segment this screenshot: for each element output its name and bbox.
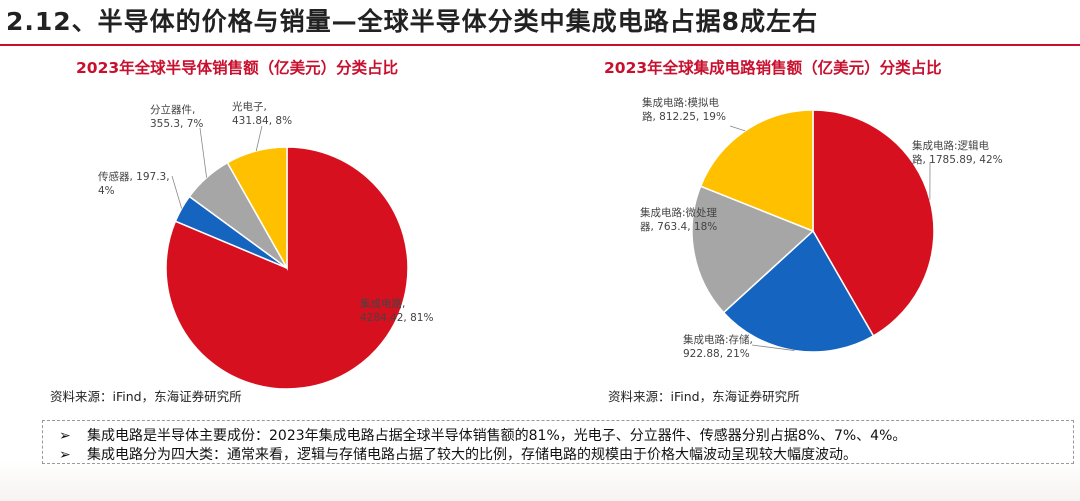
pie0-leader-2 bbox=[199, 127, 207, 178]
pie0-leader-3 bbox=[255, 125, 263, 152]
pie1-slice-0 bbox=[812, 109, 935, 337]
pie1-label-2: 集成电路:微处理器, 763.4, 18% bbox=[640, 206, 718, 233]
note-text-1: 集成电路是半导体主要成份：2023年集成电路占据全球半导体销售额的81%，光电子… bbox=[87, 428, 907, 444]
left-source-note: 资料来源：iFind，东海证券研究所 bbox=[50, 389, 242, 404]
right-source-note: 资料来源：iFind，东海证券研究所 bbox=[608, 389, 800, 404]
bullet-arrow-icon: ➢ bbox=[59, 447, 71, 463]
pie1-leader-1 bbox=[751, 344, 795, 351]
pie1-label-3: 集成电路:模拟电路, 812.25, 19% bbox=[642, 96, 726, 123]
note-line-2: ➢ 集成电路分为四大类：通常来看，逻辑与存储电路占据了较大的比例，存储电路的规模由… bbox=[59, 444, 857, 464]
note-text-2: 集成电路分为四大类：通常来看，逻辑与存储电路占据了较大的比例，存储电路的规模由于… bbox=[87, 447, 857, 463]
bullet-arrow-icon: ➢ bbox=[59, 428, 71, 444]
right-chart-title: 2023年全球集成电路销售额（亿美元）分类占比 bbox=[604, 59, 942, 77]
pie0-label-3: 光电子, 431.84, 8% bbox=[232, 100, 292, 127]
left-pie-chart: 集成电路, 4284.42, 81% 传感器, 197.3, 4% 分立器件, 355.3… bbox=[98, 100, 433, 390]
slide-title: 2.12、半导体的价格与销量—全球半导体分类中集成电路占据8成左右 bbox=[6, 7, 819, 36]
pie0-label-2: 分立器件, 355.3, 7% bbox=[150, 103, 203, 130]
pie0-slice-3 bbox=[226, 146, 288, 271]
pie1-label-0: 集成电路:逻辑电路, 1785.89, 42% bbox=[912, 139, 1003, 166]
right-pie-chart: 集成电路:逻辑电路, 1785.89, 42% 集成电路:存储, 922.88, 2… bbox=[640, 96, 1003, 360]
pie1-leader-3 bbox=[729, 125, 746, 132]
note-line-1: ➢ 集成电路是半导体主要成份：2023年集成电路占据全球半导体销售额的81%，光电… bbox=[59, 425, 906, 445]
pie0-label-0: 集成电路, 4284.42, 81% bbox=[360, 297, 433, 324]
pie1-slice-2 bbox=[691, 185, 815, 314]
pie0-leader-1 bbox=[171, 175, 183, 209]
summary-notes: ➢ 集成电路是半导体主要成份：2023年集成电路占据全球半导体销售额的81%，光电… bbox=[42, 420, 1074, 464]
background-watermark bbox=[0, 461, 1080, 501]
pie0-label-1: 传感器, 197.3, 4% bbox=[98, 170, 170, 197]
left-chart-title: 2023年全球半导体销售额（亿美元）分类占比 bbox=[76, 59, 399, 77]
title-divider bbox=[0, 44, 1080, 46]
pie1-label-1: 集成电路:存储, 922.88, 21% bbox=[683, 333, 753, 360]
